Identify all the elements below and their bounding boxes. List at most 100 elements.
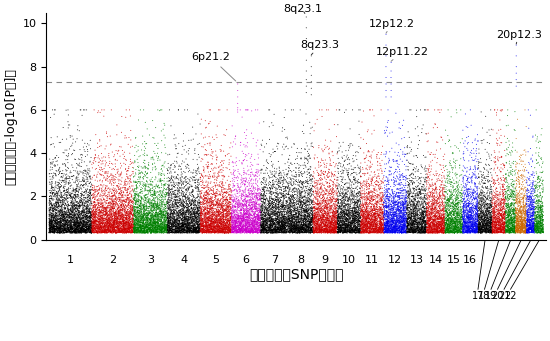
- Point: [368, 207, 377, 212]
- Point: [219, 215, 228, 220]
- Point: [384, 225, 393, 230]
- Point: [448, 228, 457, 234]
- Point: [503, 212, 512, 217]
- Point: [189, 200, 198, 205]
- Point: [426, 190, 434, 195]
- Point: [373, 199, 382, 204]
- Point: [451, 225, 460, 231]
- Point: [291, 228, 300, 234]
- Point: [437, 227, 446, 232]
- Point: [424, 180, 433, 186]
- Point: [244, 192, 252, 198]
- Point: [189, 229, 197, 235]
- Point: [517, 220, 526, 225]
- Point: [282, 199, 291, 204]
- Point: [295, 204, 304, 209]
- Point: [59, 192, 68, 198]
- Point: [498, 208, 507, 214]
- Point: [207, 215, 216, 221]
- Point: [257, 230, 266, 235]
- Point: [158, 225, 167, 231]
- Point: [381, 223, 390, 228]
- Point: [463, 224, 471, 229]
- Point: [157, 217, 166, 223]
- Point: [505, 220, 514, 225]
- Point: [504, 198, 513, 203]
- Point: [376, 212, 384, 218]
- Point: [488, 175, 497, 180]
- Point: [476, 227, 485, 233]
- Point: [174, 227, 183, 232]
- Point: [233, 105, 242, 110]
- Point: [346, 216, 355, 221]
- Point: [503, 223, 512, 228]
- Point: [197, 185, 206, 190]
- Point: [342, 194, 350, 199]
- Point: [289, 229, 298, 235]
- Point: [426, 223, 435, 229]
- Point: [427, 189, 436, 194]
- Point: [469, 167, 478, 172]
- Point: [291, 157, 300, 162]
- Point: [397, 228, 406, 233]
- Point: [321, 209, 329, 214]
- Point: [345, 210, 354, 215]
- Point: [463, 224, 472, 230]
- Point: [298, 227, 306, 233]
- Point: [74, 224, 82, 229]
- Point: [64, 225, 73, 231]
- Point: [344, 205, 353, 210]
- Point: [147, 221, 156, 227]
- Point: [488, 223, 497, 228]
- Point: [212, 226, 221, 232]
- Point: [163, 185, 172, 190]
- Point: [57, 229, 65, 235]
- Point: [499, 230, 508, 236]
- Point: [217, 200, 226, 206]
- Point: [280, 218, 289, 223]
- Point: [497, 219, 505, 225]
- Point: [231, 222, 240, 227]
- Point: [296, 202, 305, 207]
- Point: [182, 222, 190, 227]
- Point: [368, 208, 377, 213]
- Point: [370, 225, 379, 231]
- Point: [278, 129, 287, 134]
- Point: [384, 224, 393, 229]
- Point: [300, 216, 309, 221]
- Point: [241, 211, 250, 217]
- Point: [323, 226, 332, 232]
- Point: [46, 228, 54, 233]
- Point: [411, 216, 420, 222]
- Point: [486, 204, 495, 209]
- Point: [51, 225, 59, 231]
- Point: [455, 213, 464, 219]
- Point: [82, 225, 91, 230]
- Point: [214, 207, 223, 212]
- Point: [114, 226, 123, 232]
- Point: [463, 169, 471, 175]
- Point: [405, 213, 414, 219]
- Point: [494, 212, 503, 217]
- Point: [112, 229, 121, 235]
- Point: [142, 215, 151, 220]
- Point: [440, 221, 449, 226]
- Point: [434, 219, 443, 225]
- Point: [360, 210, 368, 216]
- Point: [268, 203, 277, 208]
- Point: [159, 230, 168, 236]
- Point: [174, 218, 183, 223]
- Point: [212, 227, 221, 233]
- Point: [231, 227, 240, 233]
- Point: [300, 217, 309, 222]
- Point: [309, 227, 318, 232]
- Point: [491, 187, 500, 192]
- Point: [219, 213, 228, 219]
- Point: [444, 226, 453, 232]
- Point: [437, 197, 446, 202]
- Point: [468, 228, 477, 234]
- Point: [239, 204, 248, 210]
- Point: [365, 228, 374, 234]
- Point: [354, 212, 363, 218]
- Point: [135, 229, 144, 235]
